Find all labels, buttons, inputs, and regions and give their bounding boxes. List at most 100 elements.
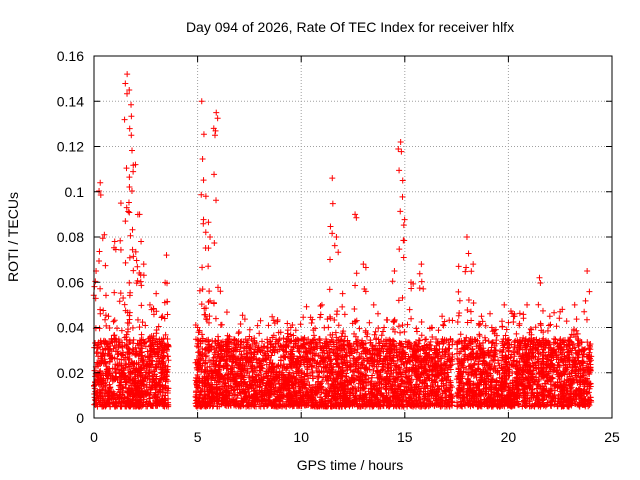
data-point <box>370 403 377 410</box>
data-point <box>260 343 267 350</box>
data-point <box>445 373 452 380</box>
data-point <box>95 372 102 379</box>
data-point <box>370 367 377 374</box>
data-point <box>322 386 329 393</box>
data-point <box>125 377 132 384</box>
data-point <box>276 336 283 343</box>
data-point <box>165 357 172 364</box>
data-point <box>371 383 378 390</box>
data-point <box>95 378 102 385</box>
data-point <box>142 353 149 360</box>
data-point <box>93 348 100 355</box>
data-point <box>258 338 265 345</box>
data-point <box>339 303 346 310</box>
data-point <box>106 358 113 365</box>
data-point <box>107 384 114 391</box>
data-points <box>90 71 595 410</box>
data-point <box>299 377 306 384</box>
data-point <box>269 313 276 320</box>
data-point <box>254 322 261 329</box>
data-point <box>315 373 322 380</box>
data-point <box>234 373 241 380</box>
data-point <box>101 390 108 397</box>
data-point <box>375 325 382 332</box>
data-point <box>417 399 424 406</box>
data-point <box>152 363 159 370</box>
data-point <box>132 352 139 359</box>
data-point <box>94 379 101 386</box>
data-point <box>324 350 331 357</box>
data-point <box>349 385 356 392</box>
data-point <box>112 368 119 375</box>
data-point <box>158 366 165 373</box>
data-point <box>96 360 103 367</box>
data-point <box>156 376 163 383</box>
data-point <box>210 354 217 361</box>
data-point <box>300 314 307 321</box>
data-point <box>397 386 404 393</box>
data-point <box>143 398 150 405</box>
data-point <box>193 380 200 387</box>
data-point <box>92 339 99 346</box>
data-point <box>117 403 124 410</box>
data-point <box>435 327 442 334</box>
data-point <box>101 356 108 363</box>
data-point <box>144 348 151 355</box>
data-point <box>439 375 446 382</box>
data-point <box>358 341 365 348</box>
data-point <box>125 367 132 374</box>
data-point <box>239 312 246 319</box>
data-point <box>164 341 171 348</box>
data-point <box>138 378 145 385</box>
data-point <box>398 356 405 363</box>
data-point <box>114 355 121 362</box>
data-point <box>355 373 362 380</box>
data-point <box>133 348 140 355</box>
data-point <box>282 343 289 350</box>
data-point <box>125 357 132 364</box>
data-point <box>137 372 144 379</box>
data-point <box>205 348 212 355</box>
data-point <box>271 320 278 327</box>
data-point <box>112 361 119 368</box>
data-point <box>276 383 283 390</box>
data-point <box>284 320 291 327</box>
data-point <box>112 375 119 382</box>
data-point <box>103 363 110 370</box>
data-point <box>305 336 312 343</box>
data-point <box>118 384 125 391</box>
data-point <box>413 328 420 335</box>
data-point <box>437 355 444 362</box>
data-point <box>294 368 301 375</box>
data-point <box>232 344 239 351</box>
data-point <box>267 347 274 354</box>
data-point <box>141 339 148 346</box>
data-point <box>205 377 212 384</box>
data-point <box>146 355 153 362</box>
data-point <box>127 389 134 396</box>
data-point <box>329 331 336 338</box>
data-point <box>139 319 146 326</box>
data-point <box>100 370 107 377</box>
data-point <box>368 378 375 385</box>
data-point <box>137 402 144 409</box>
data-point <box>241 316 248 323</box>
data-point <box>162 331 169 338</box>
data-point <box>434 382 441 389</box>
data-point <box>360 355 367 362</box>
data-point <box>135 397 142 404</box>
data-point <box>301 370 308 377</box>
data-point <box>272 340 279 347</box>
data-point <box>402 355 409 362</box>
data-point <box>317 402 324 409</box>
data-point <box>157 389 164 396</box>
data-point <box>147 386 154 393</box>
data-point <box>128 382 135 389</box>
data-point <box>160 401 167 408</box>
data-point <box>144 398 151 405</box>
data-point <box>238 353 245 360</box>
data-point <box>192 359 199 366</box>
data-point <box>92 401 99 408</box>
data-point <box>146 367 153 374</box>
